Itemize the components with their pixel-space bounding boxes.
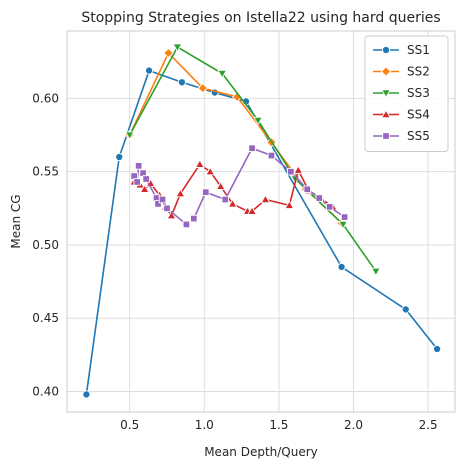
data-point-ss5 [163,204,171,213]
legend-marker-ss2 [380,66,392,77]
legend-item-ss5: SS5 [373,129,430,143]
legend: SS1 SS2 SS3 SS4 SS5 [364,35,449,152]
x-tick-label: 1.5 [269,418,288,432]
data-point-ss5 [158,195,167,204]
data-point-ss5 [221,195,229,204]
data-point-ss5 [202,188,210,196]
legend-marker-ss1 [381,45,391,55]
data-point-ss4 [166,210,177,220]
legend-item-ss4: SS4 [373,108,430,122]
data-point-ss4 [260,194,271,204]
data-point-ss5 [133,178,141,186]
data-point-ss4 [284,200,295,209]
data-point-ss5 [142,175,150,183]
data-point-ss1 [115,152,124,162]
plot-frame [66,30,456,413]
legend-label: SS5 [407,129,430,143]
y-tick-label: 0.50 [32,238,59,252]
data-point-ss5 [154,200,162,208]
data-point-ss3 [253,116,263,126]
data-point-ss1 [337,262,346,271]
x-tick-label: 2.0 [344,418,363,432]
data-point-ss4 [215,181,226,190]
data-point-ss4 [293,165,304,174]
data-point-ss4 [247,206,258,215]
data-point-ss1 [401,305,410,314]
y-tick-label: 0.60 [32,91,59,105]
x-tick-label: 1.0 [195,418,214,432]
data-point-ss4 [175,188,186,198]
legend-label: SS1 [407,43,430,57]
y-axis-label: Mean CG [9,194,23,248]
legend-label: SS2 [407,65,430,79]
tick-labels: 0.5 1.0 1.5 2.0 2.5 0.40 0.45 0.50 0.55 0.60 [32,91,437,432]
x-tick-label: 2.5 [419,418,438,432]
data-point-ss1 [82,390,91,399]
data-point-ss5 [248,144,256,152]
data-point-ss3 [370,267,381,277]
data-point-ss5 [190,214,198,223]
data-point-ss4 [194,159,205,168]
data-point-ss3 [124,131,135,141]
x-axis-label: Mean Depth/Query [204,445,318,459]
legend-marker-ss5 [382,132,390,140]
data-point-ss5 [303,185,312,194]
chart-title: Stopping Strategies on Istella22 using h… [81,10,440,26]
series-layer [82,43,442,399]
legend-marker-ss3 [381,89,391,99]
legend-label: SS4 [407,108,430,122]
legend-item-ss3: SS3 [373,86,430,100]
legend-marker-ss4 [381,109,391,119]
data-point-ss4 [139,184,150,193]
data-point-ss5 [267,151,276,160]
legend-item-ss2: SS2 [373,65,430,79]
data-point-ss2 [197,82,209,94]
data-point-ss5 [315,194,323,202]
data-point-ss5 [287,167,295,176]
data-point-ss2 [163,47,174,59]
data-point-ss5 [340,213,349,221]
data-point-ss4 [227,198,238,208]
legend-box [364,35,449,152]
data-point-ss5 [325,203,334,211]
series-ss5 [130,144,349,229]
y-tick-label: 0.55 [32,165,59,179]
y-tick-label: 0.40 [32,384,59,398]
data-point-ss4 [205,166,216,176]
data-point-ss5 [182,220,191,229]
x-tick-label: 0.5 [120,418,139,432]
data-point-ss1 [433,344,442,354]
data-point-ss2 [231,91,243,103]
data-point-ss3 [217,69,228,79]
data-point-ss1 [177,78,186,87]
data-point-ss3 [172,43,183,53]
series-ss1 [82,66,442,399]
data-point-ss1 [145,66,154,75]
data-point-ss3 [338,220,349,230]
data-point-ss5 [134,162,143,170]
legend-item-ss1: SS1 [373,43,430,57]
legend-label: SS3 [407,86,430,100]
y-tick-label: 0.45 [32,311,59,325]
